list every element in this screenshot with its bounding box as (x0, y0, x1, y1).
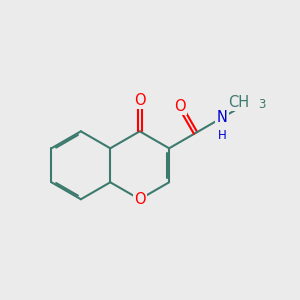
Text: 3: 3 (259, 98, 266, 111)
Text: O: O (134, 93, 146, 108)
Text: CH: CH (228, 95, 250, 110)
Text: O: O (134, 192, 146, 207)
Text: N: N (217, 110, 227, 125)
Text: O: O (175, 99, 186, 114)
Text: H: H (218, 129, 226, 142)
